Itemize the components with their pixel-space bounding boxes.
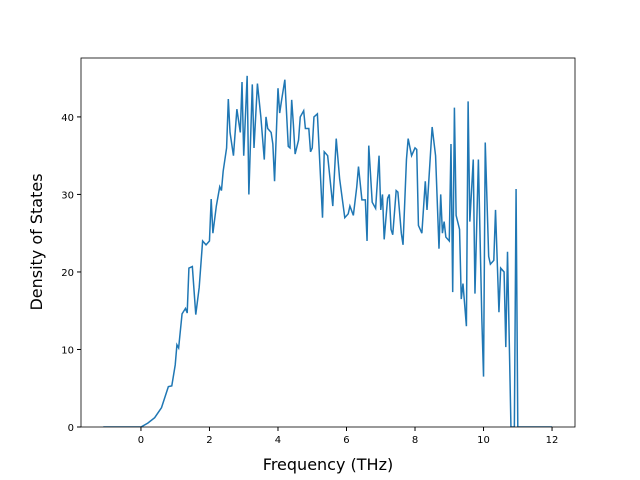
y-axis-label: Density of States xyxy=(27,173,46,310)
x-tick-label: 6 xyxy=(343,435,349,446)
x-tick-label: 8 xyxy=(412,435,418,446)
x-axis-label: Frequency (THz) xyxy=(263,455,393,474)
plot-frame xyxy=(80,57,576,428)
y-tick-label: 20 xyxy=(61,268,74,279)
y-tick-label: 0 xyxy=(68,423,74,434)
x-tick-label: 12 xyxy=(546,435,559,446)
x-tick-label: 10 xyxy=(477,435,490,446)
x-tick-label: 0 xyxy=(138,435,144,446)
y-tick-label: 40 xyxy=(61,113,74,124)
y-tick-label: 30 xyxy=(61,190,74,201)
line xyxy=(103,75,553,427)
x-tick-label: 2 xyxy=(206,435,212,446)
x-tick-label: 4 xyxy=(275,435,281,446)
y-tick-label: 10 xyxy=(61,345,74,356)
